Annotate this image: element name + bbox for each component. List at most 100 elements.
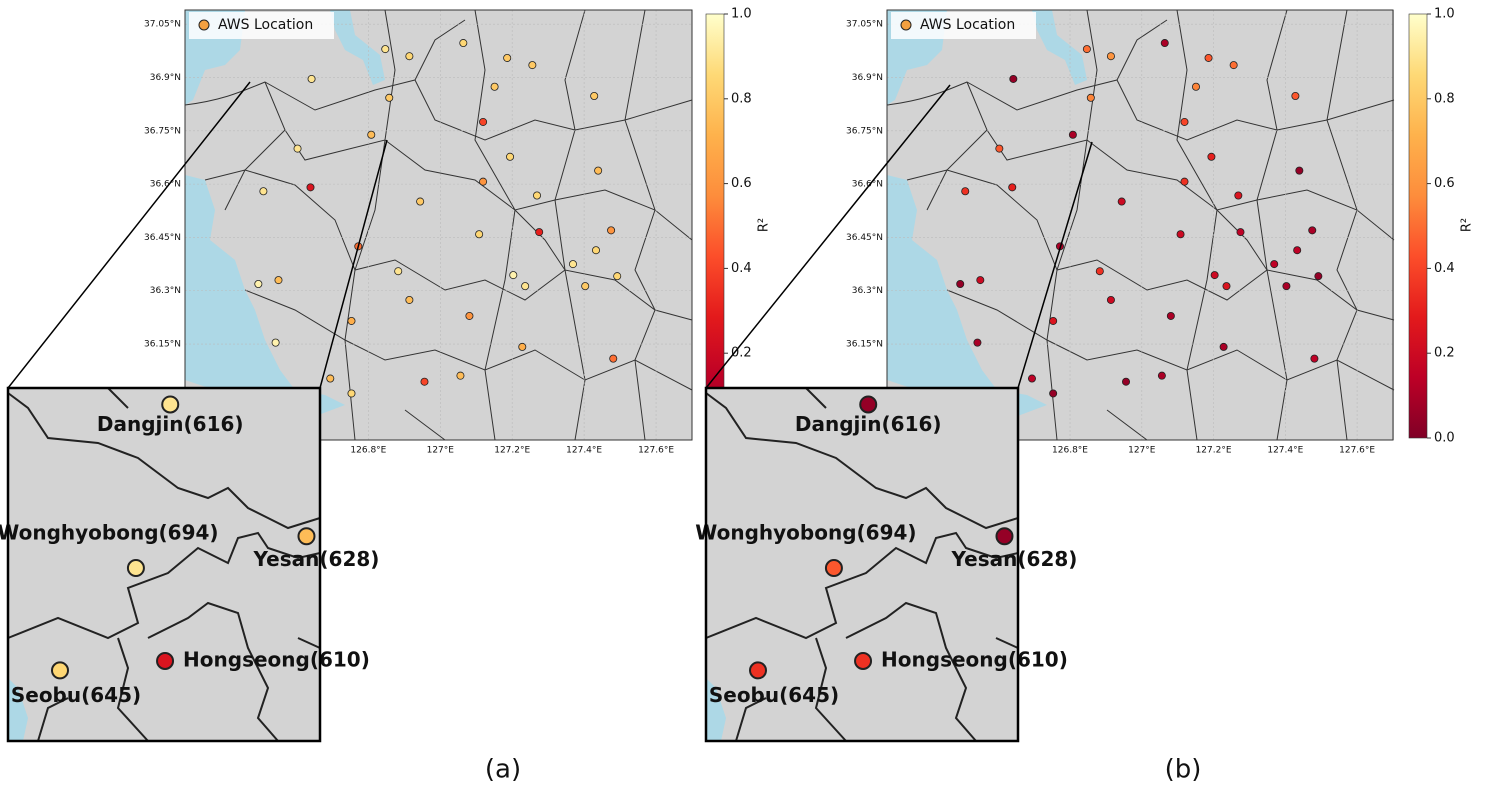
colorbar-tick-label: 0.8 bbox=[1434, 91, 1455, 106]
inset-station bbox=[161, 395, 180, 414]
y-tick-label: 36.6°N bbox=[150, 180, 181, 190]
y-tick-label: 36.3°N bbox=[852, 286, 883, 296]
station-point bbox=[503, 53, 512, 62]
station-point bbox=[420, 377, 429, 386]
station-point bbox=[1229, 61, 1238, 70]
x-tick-label: 126.8°E bbox=[350, 446, 386, 456]
map-background bbox=[886, 9, 1395, 441]
station-point bbox=[490, 82, 499, 91]
station-point bbox=[306, 183, 315, 192]
colorbar-tick-label: 0.0 bbox=[1434, 431, 1455, 446]
station-point bbox=[405, 295, 414, 304]
station-point bbox=[326, 374, 335, 383]
map-frame bbox=[184, 9, 693, 441]
station-point bbox=[581, 282, 590, 291]
station-point bbox=[381, 45, 390, 54]
station-point bbox=[1068, 130, 1077, 139]
station-point bbox=[479, 117, 488, 126]
x-tick-label: 127.2°E bbox=[494, 446, 530, 456]
station-point bbox=[1180, 177, 1189, 186]
station-point bbox=[405, 52, 414, 61]
station-point bbox=[1293, 246, 1302, 255]
station-label: Wonghyobong(694) bbox=[0, 521, 219, 545]
station-point bbox=[1082, 45, 1091, 54]
station-point bbox=[347, 389, 356, 398]
station-point bbox=[1106, 295, 1115, 304]
station-point bbox=[521, 282, 530, 291]
colorbar-tick-label: 0.6 bbox=[1434, 176, 1455, 191]
stations bbox=[956, 39, 1323, 398]
station-point bbox=[528, 61, 537, 70]
stations bbox=[254, 39, 622, 398]
colorbar-tick-label: 0.4 bbox=[731, 261, 752, 276]
station-point bbox=[1204, 53, 1213, 62]
legend-box bbox=[891, 12, 1036, 39]
x-tick-label: 127°E bbox=[427, 446, 455, 456]
station-point bbox=[456, 371, 465, 380]
y-tick-label: 36.9°N bbox=[852, 73, 883, 83]
colorbar-tick-label: 1.0 bbox=[1434, 7, 1455, 22]
station-point bbox=[416, 197, 425, 206]
station-label: Wonghyobong(694) bbox=[695, 521, 916, 545]
y-tick-label: 37.05°N bbox=[846, 20, 883, 30]
station-point bbox=[1160, 39, 1169, 48]
inset-station bbox=[126, 559, 145, 578]
colorbar-tick-label: 0.8 bbox=[731, 91, 752, 106]
colorbar-tick-label: 0.2 bbox=[1434, 346, 1455, 361]
station-point bbox=[1176, 230, 1185, 239]
inset-frame bbox=[6, 386, 322, 743]
station-point bbox=[1095, 267, 1104, 276]
station-point bbox=[1295, 166, 1304, 175]
station-point bbox=[1210, 271, 1219, 280]
station-point bbox=[1291, 92, 1300, 101]
station-point bbox=[1086, 93, 1095, 102]
station-point bbox=[394, 267, 403, 276]
y-tick-label: 36.75°N bbox=[144, 126, 181, 136]
station-point bbox=[385, 93, 394, 102]
x-tick-label: 127.4°E bbox=[1267, 446, 1303, 456]
station-point bbox=[1191, 82, 1200, 91]
inset-station bbox=[297, 527, 316, 546]
panel-label: (a) bbox=[485, 755, 521, 785]
station-point bbox=[1049, 389, 1058, 398]
station-point bbox=[1166, 311, 1175, 320]
station-point bbox=[594, 166, 603, 175]
colorbar bbox=[705, 13, 725, 439]
station-point bbox=[274, 276, 283, 285]
station-point bbox=[1117, 197, 1126, 206]
station-point bbox=[367, 130, 376, 139]
inset-station bbox=[51, 661, 69, 680]
station-point bbox=[568, 260, 577, 269]
station-point bbox=[1270, 260, 1279, 269]
station-point bbox=[259, 187, 268, 196]
station-point bbox=[475, 230, 484, 239]
station-point bbox=[459, 39, 468, 48]
station-point bbox=[1008, 183, 1017, 192]
station-label: Hongseong(610) bbox=[881, 647, 1068, 671]
station-point bbox=[465, 311, 474, 320]
station-point bbox=[590, 92, 599, 101]
colorbar bbox=[1408, 13, 1428, 439]
colorbar-label: R² bbox=[757, 218, 772, 232]
station-point bbox=[479, 177, 488, 186]
legend-label: AWS Location bbox=[920, 17, 1015, 33]
colorbar-label: R² bbox=[1460, 218, 1475, 232]
station-point bbox=[347, 316, 356, 325]
legend-label: AWS Location bbox=[218, 17, 313, 33]
station-point bbox=[1106, 52, 1115, 61]
station-point bbox=[254, 279, 263, 288]
station-point bbox=[1207, 152, 1216, 161]
station-point bbox=[1009, 74, 1018, 83]
station-point bbox=[1308, 226, 1317, 235]
y-tick-label: 36.6°N bbox=[852, 180, 883, 190]
station-point bbox=[1236, 228, 1245, 237]
station-label: Seobu(645) bbox=[11, 683, 141, 707]
station-point bbox=[1027, 374, 1036, 383]
y-tick-label: 36.15°N bbox=[144, 340, 181, 350]
inset-station bbox=[156, 651, 175, 670]
colorbar-tick-label: 0.4 bbox=[1434, 261, 1455, 276]
inset-station bbox=[749, 661, 767, 680]
y-tick-label: 36.45°N bbox=[144, 233, 181, 243]
y-tick-label: 36.15°N bbox=[846, 340, 883, 350]
